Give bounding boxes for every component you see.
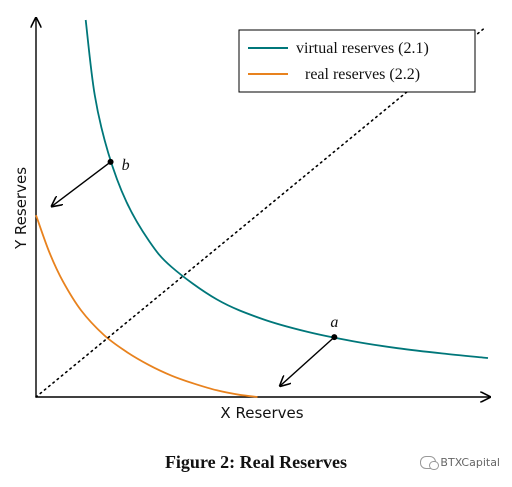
watermark: BTXCapital: [420, 456, 500, 470]
figure-caption: Figure 2: Real Reserves: [164, 452, 348, 472]
shift-arrow-1: [280, 336, 335, 386]
points-layer: ba: [52, 157, 338, 386]
shift-arrow-0: [52, 161, 112, 206]
series-line-1: [35, 214, 258, 398]
legend: virtual reserves (2.1) real reserves (2.…: [238, 29, 476, 93]
wechat-icon: [420, 456, 440, 470]
series-line-0: [84, 19, 489, 359]
point-b: [107, 158, 114, 165]
chart-canvas: ba X Reserves Y Reserves virtual reserve…: [12, 0, 512, 422]
point-label-a: a: [330, 314, 338, 331]
point-a: [331, 334, 338, 341]
series-layer: [35, 19, 489, 398]
axes: [36, 18, 490, 397]
x-axis-label: X Reserves: [220, 404, 303, 422]
y-axis-label: Y Reserves: [12, 167, 30, 250]
legend-label-real: real reserves (2.2): [305, 66, 420, 83]
legend-label-virtual: virtual reserves (2.1): [296, 40, 429, 57]
legend-box: [238, 29, 476, 93]
point-label-b: b: [122, 157, 130, 174]
watermark-text: BTXCapital: [440, 456, 500, 469]
